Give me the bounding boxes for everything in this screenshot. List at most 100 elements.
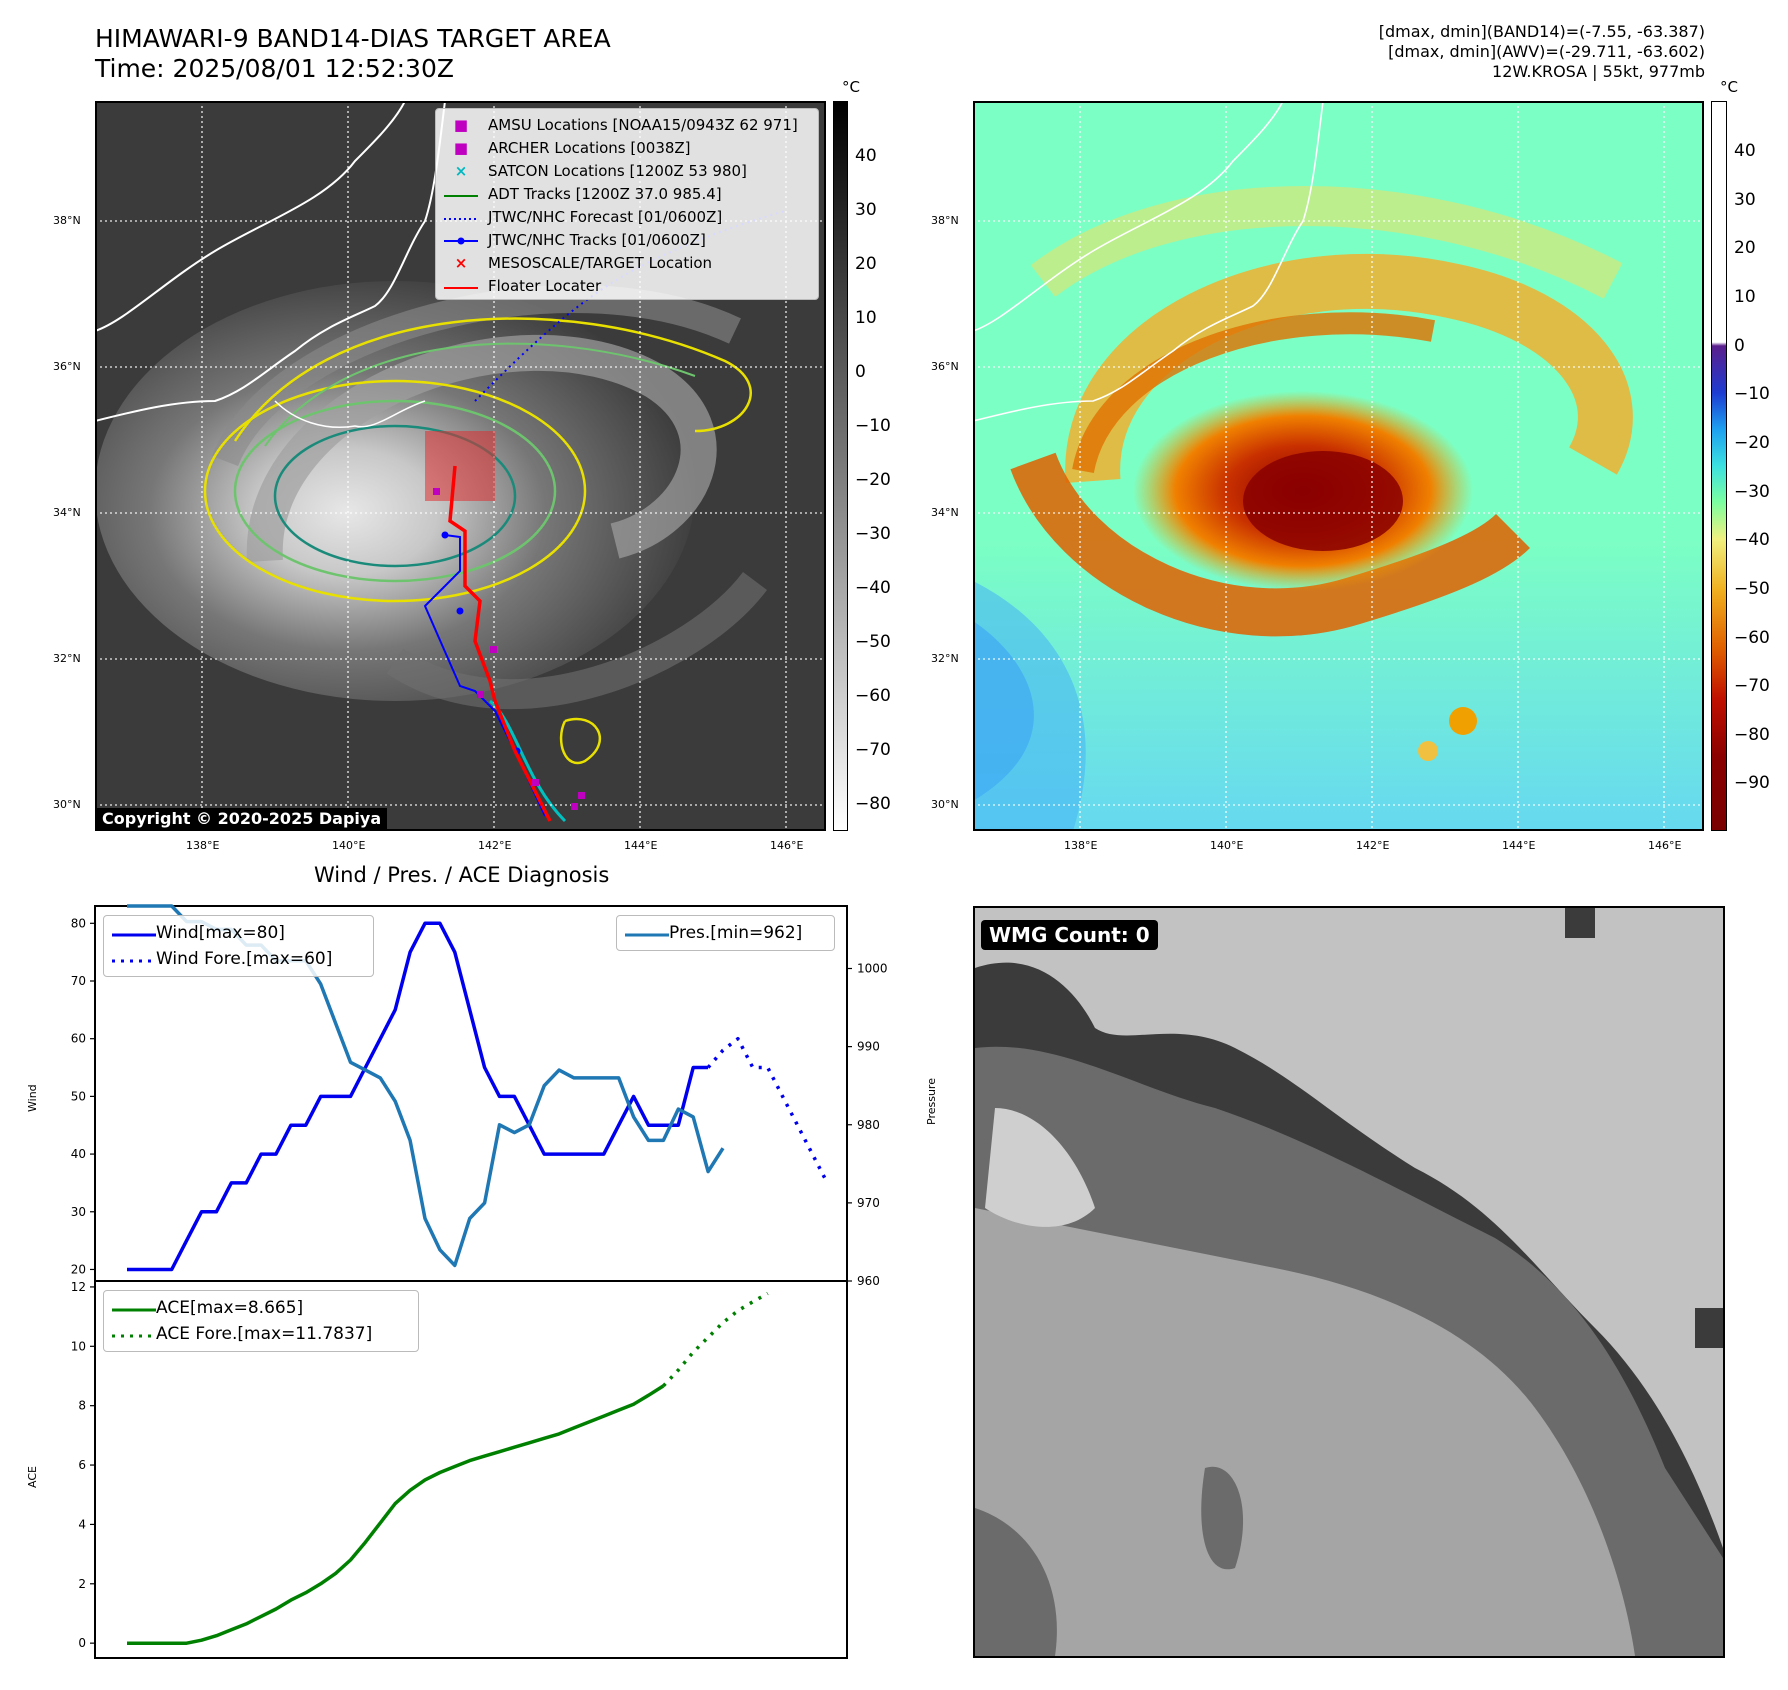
colorbar-tick: −30 (855, 524, 891, 544)
ace-axis-tick-label: 10 (71, 1339, 86, 1353)
legend-item-archer: ■ ARCHER Locations [0038Z] (444, 136, 810, 159)
right-map-panel (973, 101, 1704, 831)
lat-label: 32°N (931, 652, 959, 665)
lon-label: 146°E (770, 839, 804, 852)
pressure-axis-tick-label: 960 (857, 1274, 880, 1288)
wmg-count-badge: WMG Count: 0 (981, 920, 1158, 950)
right-colorbar (1711, 101, 1727, 831)
wind-forecast-series-line (706, 1036, 829, 1184)
left-map-frame (95, 101, 826, 831)
wind-axis-tick-label: 80 (71, 916, 86, 930)
colorbar-tick: 30 (855, 200, 877, 220)
lat-label: 38°N (931, 214, 959, 227)
lon-label: 142°E (1356, 839, 1390, 852)
ace-forecast-series-line (662, 1291, 769, 1388)
lon-label: 138°E (186, 839, 220, 852)
wind-axis-tick-label: 20 (71, 1262, 86, 1276)
colorbar-tick: 10 (855, 308, 877, 328)
left-colorbar-unit: °C (842, 78, 860, 96)
x-marker-icon: × (454, 253, 468, 272)
colorbar-tick: −30 (1734, 482, 1770, 502)
right-map-image (973, 101, 1704, 831)
wind-axis-tick-label: 40 (71, 1147, 86, 1161)
info-line-3: 12W.KROSA | 55kt, 977mb (1492, 62, 1705, 81)
pressure-axis-tick-label: 970 (857, 1196, 880, 1210)
legend-item-ace-forecast: ACE Fore.[max=11.7837] (112, 1321, 410, 1347)
colorbar-tick: 20 (1734, 238, 1756, 258)
lat-label: 32°N (53, 652, 81, 665)
colorbar-tick: 40 (1734, 141, 1756, 161)
line-icon (625, 923, 669, 943)
pressure-axis-tick-label: 980 (857, 1118, 880, 1132)
line-icon (444, 185, 478, 203)
info-line-1: [dmax, dmin](BAND14)=(-7.55, -63.387) (1378, 22, 1705, 41)
legend-item-floater: Floater Locater (444, 274, 810, 297)
wind-axis-tick-label: 30 (71, 1205, 86, 1219)
left-colorbar (833, 101, 848, 831)
line-icon (444, 277, 478, 295)
colorbar-tick: 10 (1734, 287, 1756, 307)
legend-item-satcon: × SATCON Locations [1200Z 53 980] (444, 159, 810, 182)
ace-axis-tick-label: 2 (78, 1577, 86, 1591)
lat-label: 36°N (931, 360, 959, 373)
wmg-panel (973, 906, 1725, 1658)
colorbar-tick: −70 (855, 740, 891, 760)
lat-label: 38°N (53, 214, 81, 227)
dotted-line-icon (112, 949, 156, 969)
lat-label: 30°N (931, 798, 959, 811)
legend-item-pressure: Pres.[min=962] (625, 920, 826, 946)
colorbar-tick: −40 (855, 578, 891, 598)
line-icon (112, 1298, 156, 1318)
ace-axis-tick-label: 4 (78, 1517, 86, 1531)
lat-label: 34°N (931, 506, 959, 519)
ace-axis-label: ACE (26, 1466, 39, 1488)
left-map-panel: ■ AMSU Locations [NOAA15/0943Z 62 971] ■ A… (95, 101, 826, 831)
colorbar-tick: 0 (855, 362, 866, 382)
ace-axis-tick-label: 12 (71, 1280, 86, 1294)
wind-axis-label: Wind (26, 1084, 39, 1112)
wind-axis-tick-label: 50 (71, 1089, 86, 1103)
lon-label: 140°E (1210, 839, 1244, 852)
colorbar-tick: −10 (1734, 384, 1770, 404)
colorbar-tick: −50 (855, 632, 891, 652)
info-line-2: [dmax, dmin](AWV)=(-29.711, -63.602) (1388, 42, 1705, 61)
diagnosis-plot-layer: 20 30 40 50 60 70 80 960 970 980 990 1000 0 2 4 6 8 10 12 (71, 904, 888, 1659)
line-dot-icon (444, 231, 478, 249)
lon-label: 144°E (624, 839, 658, 852)
colorbar-tick: 20 (855, 254, 877, 274)
ace-axis-tick-label: 6 (78, 1458, 86, 1472)
title-line-2: Time: 2025/08/01 12:52:30Z (95, 54, 454, 83)
colorbar-tick: 0 (1734, 336, 1745, 356)
ace-legend: ACE[max=8.665] ACE Fore.[max=11.7837] (103, 1290, 419, 1352)
colorbar-tick: 40 (855, 146, 877, 166)
legend-item-ace: ACE[max=8.665] (112, 1295, 410, 1321)
square-marker-icon: ■ (453, 138, 469, 157)
pressure-axis-tick-label: 990 (857, 1040, 880, 1054)
square-marker-icon: ■ (453, 115, 469, 134)
x-marker-icon: × (454, 161, 468, 180)
colorbar-tick: −40 (1734, 530, 1770, 550)
legend-item-wind: Wind[max=80] (112, 920, 365, 946)
copyright-label: Copyright © 2020-2025 Dapiya (96, 808, 388, 829)
pressure-axis-label: Pressure (925, 1078, 938, 1125)
wind-axis-tick-label: 70 (71, 974, 86, 988)
pressure-axis-tick-label: 1000 (857, 962, 888, 976)
colorbar-tick: −70 (1734, 676, 1770, 696)
colorbar-tick: −20 (1734, 433, 1770, 453)
diagnosis-title: Wind / Pres. / ACE Diagnosis (314, 863, 610, 887)
legend-item-adt: ADT Tracks [1200Z 37.0 985.4] (444, 182, 810, 205)
lon-label: 146°E (1648, 839, 1682, 852)
lat-label: 34°N (53, 506, 81, 519)
ace-axis-tick-label: 8 (78, 1399, 86, 1413)
right-map-frame (973, 101, 1704, 831)
lat-label: 30°N (53, 798, 81, 811)
colorbar-tick: −90 (1734, 773, 1770, 793)
wind-axis-tick-label: 60 (71, 1032, 86, 1046)
colorbar-tick: −20 (855, 470, 891, 490)
colorbar-tick: −60 (1734, 628, 1770, 648)
dotted-line-icon (444, 208, 478, 226)
pressure-legend: Pres.[min=962] (616, 915, 835, 951)
colorbar-tick: −60 (855, 686, 891, 706)
info-block: [dmax, dmin](BAND14)=(-7.55, -63.387) [d… (1379, 22, 1705, 82)
figure-title: HIMAWARI-9 BAND14-DIAS TARGET AREA Time:… (95, 24, 611, 84)
